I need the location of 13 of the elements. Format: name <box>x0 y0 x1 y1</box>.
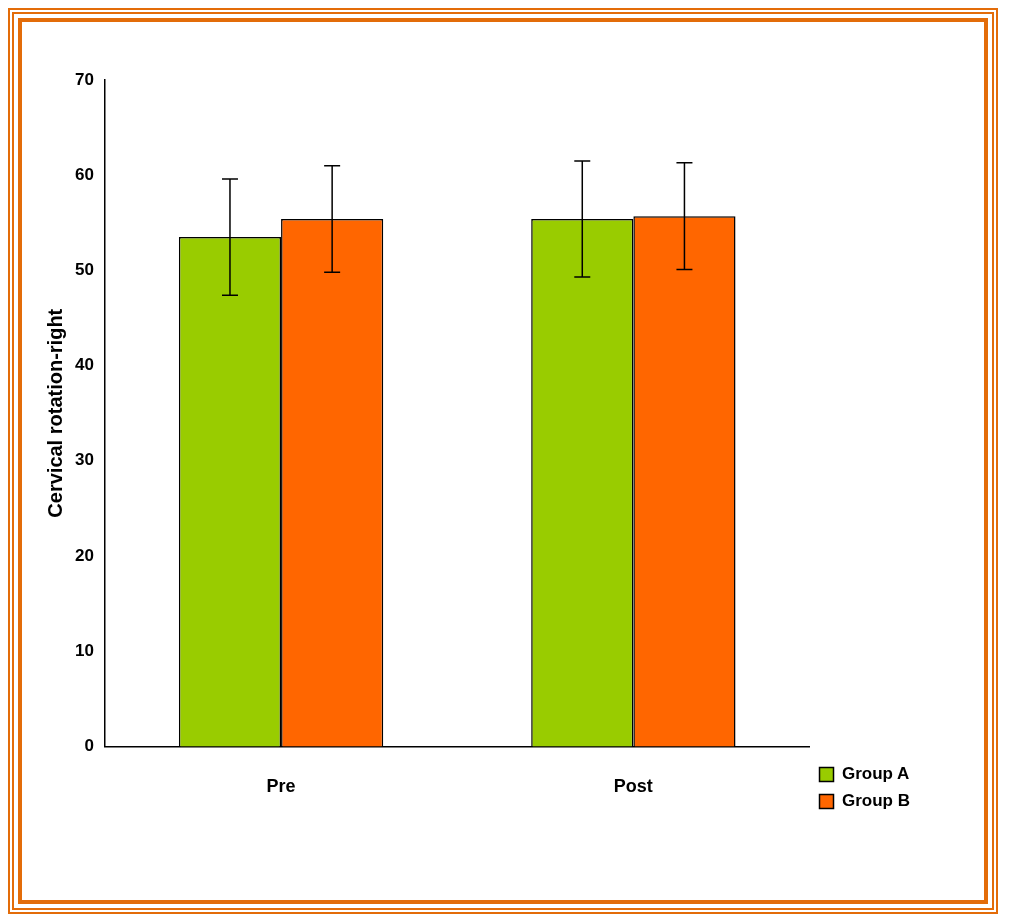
y-tick-label: 50 <box>74 260 94 280</box>
y-axis-title: Cervical rotation-right <box>43 308 66 518</box>
y-tick-label: 70 <box>74 69 94 89</box>
y-tick-label: 30 <box>74 450 94 470</box>
y-tick-label: 0 <box>84 736 94 756</box>
legend-label: Group B <box>842 791 911 811</box>
x-tick-label: Pre <box>266 776 296 797</box>
y-tick-label: 10 <box>74 640 94 660</box>
y-tick-label: 40 <box>74 355 94 375</box>
y-tick-label: 60 <box>74 164 94 184</box>
x-tick-label: Post <box>613 776 653 797</box>
y-tick-label: 20 <box>74 545 94 565</box>
legend-label: Group A <box>842 764 910 784</box>
